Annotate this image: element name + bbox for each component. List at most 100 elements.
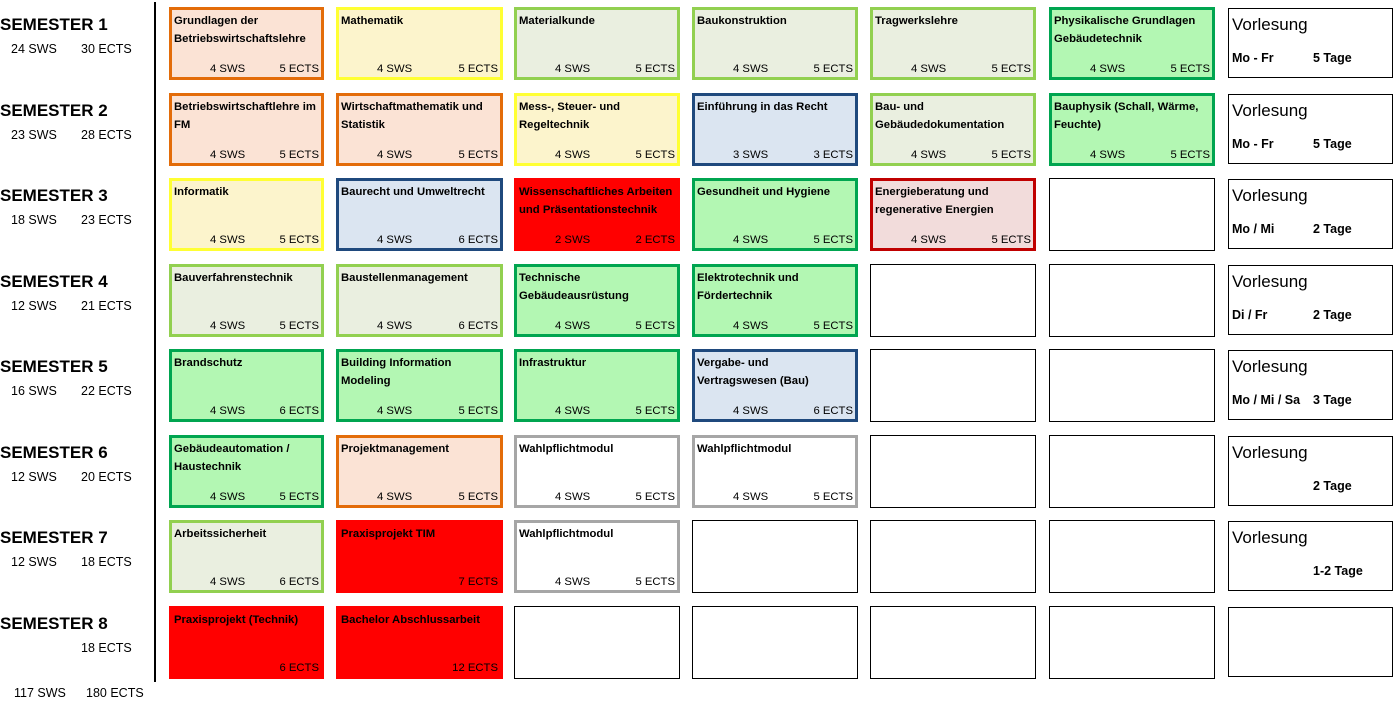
module-card: Wahlpflichtmodul 4 SWS 5 ECTS: [514, 520, 680, 593]
module-name: Betriebswirtschaftlehre im FM: [174, 100, 316, 131]
semester-title: SEMESTER 8: [0, 613, 108, 633]
semester-sws: 12 SWS: [11, 298, 57, 313]
empty-slot: [870, 349, 1036, 422]
module-name: Wirtschaftmathematik und Statistik: [341, 100, 483, 131]
module-ects: 6 ECTS: [279, 661, 319, 674]
lecture-box: Vorlesung Mo - Fr 5 Tage: [1228, 93, 1393, 164]
module-name: Gesundheit und Hygiene: [697, 186, 831, 198]
module-ects: 5 ECTS: [1170, 148, 1210, 161]
semester-sws: 24 SWS: [11, 42, 57, 56]
empty-lecture-box: [1228, 606, 1393, 677]
module-ects: 5 ECTS: [991, 148, 1031, 161]
module-ects: 3 ECTS: [813, 148, 853, 161]
empty-slot: [1049, 520, 1215, 593]
semester-label: SEMESTER 6 12 SWS 20 ECTS: [0, 443, 150, 488]
lecture-days: Mo / Mi: [1232, 222, 1275, 236]
module-sws: 4 SWS: [1090, 63, 1126, 75]
module-card: Brandschutz 4 SWS 6 ECTS: [169, 349, 324, 422]
module-ects: 5 ECTS: [279, 319, 319, 332]
lecture-box: Vorlesung 1-2 Tage: [1228, 521, 1393, 591]
module-ects: 5 ECTS: [279, 148, 319, 161]
module-sws: 4 SWS: [377, 319, 413, 332]
semester-label: SEMESTER 2 23 SWS 28 ECTS: [0, 101, 150, 146]
module-ects: 6 ECTS: [279, 576, 319, 588]
module-name: Informatik: [174, 186, 229, 198]
empty-slot: [1049, 605, 1215, 679]
lecture-day-count: 5 Tage: [1313, 136, 1352, 151]
module-card: Baukonstruktion 4 SWS 5 ECTS: [692, 7, 858, 80]
module-sws: 2 SWS: [555, 234, 591, 246]
module-ects: 6 ECTS: [458, 319, 498, 332]
module-sws: 4 SWS: [377, 148, 413, 161]
module-card: Energieberatung und regenerative Energie…: [870, 178, 1036, 251]
module-ects: 5 ECTS: [279, 63, 319, 75]
module-name: Praxisprojekt (Technik): [174, 613, 299, 626]
module-sws: 4 SWS: [377, 490, 413, 503]
module-name: Baukonstruktion: [697, 15, 787, 27]
module-card: Gebäudeautomation / Haustechnik 4 SWS 5 EC…: [169, 434, 324, 508]
module-sws: 4 SWS: [733, 490, 769, 503]
module-ects: 5 ECTS: [635, 319, 675, 332]
lecture-day-count: 2 Tage: [1313, 222, 1352, 236]
lecture-day-count: 2 Tage: [1313, 478, 1352, 493]
module-name: Vergabe- und Vertragswesen (Bau): [697, 357, 809, 387]
module-card: Bauverfahrenstechnik 4 SWS 5 ECTS: [169, 263, 324, 337]
module-ects: 7 ECTS: [458, 576, 498, 588]
module-ects: 5 ECTS: [635, 490, 675, 503]
semester-ects: 30 ECTS: [81, 42, 132, 56]
module-card: Grundlagen der Betriebswirtschaftslehre 4…: [169, 7, 324, 80]
module-sws: 4 SWS: [210, 63, 246, 75]
module-sws: 4 SWS: [555, 319, 591, 332]
module-name: Wissenschaftliches Arbeiten und Präsenta…: [519, 186, 673, 216]
lecture-days: Mo - Fr: [1232, 51, 1274, 65]
module-ects: 5 ECTS: [813, 490, 853, 503]
module-card: Tragwerkslehre 4 SWS 5 ECTS: [870, 7, 1036, 80]
lecture-box: Vorlesung Di / Fr 2 Tage: [1228, 264, 1393, 335]
empty-slot: [1049, 434, 1215, 508]
module-card: Einführung in das Recht 3 SWS 3 ECTS: [692, 92, 858, 166]
empty-slot: [692, 605, 858, 679]
module-card: Bauphysik (Schall, Wärme, Feuchte) 4 SWS 5…: [1049, 92, 1215, 166]
module-name: Bauphysik (Schall, Wärme, Feuchte): [1054, 100, 1199, 131]
semester-label: SEMESTER 3 18 SWS 23 ECTS: [0, 186, 150, 231]
module-ects: 5 ECTS: [991, 234, 1031, 246]
module-sws: 4 SWS: [377, 405, 413, 417]
semester-ects: 20 ECTS: [81, 469, 132, 484]
lecture-box: Vorlesung Mo / Mi / Sa 3 Tage: [1228, 350, 1393, 420]
module-sws: 4 SWS: [210, 576, 246, 588]
module-card: Wahlpflichtmodul 4 SWS 5 ECTS: [692, 434, 858, 508]
lecture-box: Vorlesung Mo - Fr 5 Tage: [1228, 8, 1393, 78]
empty-slot: [870, 263, 1036, 337]
module-card: Wirtschaftmathematik und Statistik 4 SWS 5…: [336, 92, 503, 166]
module-name: Energieberatung und regenerative Energie…: [875, 186, 994, 216]
semester-label: SEMESTER 5 16 SWS 22 ECTS: [0, 357, 150, 402]
empty-slot: [1049, 349, 1215, 422]
semester-sws: 23 SWS: [11, 127, 57, 142]
semester-title: SEMESTER 3: [0, 186, 108, 205]
module-card: Arbeitssicherheit 4 SWS 6 ECTS: [169, 520, 324, 593]
lecture-days: Mo - Fr: [1232, 136, 1274, 151]
semester-title: SEMESTER 1: [0, 15, 108, 34]
semester-ects: 18 ECTS: [81, 640, 132, 655]
module-ects: 2 ECTS: [635, 234, 675, 246]
lecture-day-count: 3 Tage: [1313, 393, 1352, 407]
semester-ects: 28 ECTS: [81, 127, 132, 142]
module-name: Mess-, Steuer- und Regeltechnik: [519, 100, 621, 131]
module-sws: 4 SWS: [733, 405, 769, 417]
module-card: Materialkunde 4 SWS 5 ECTS: [514, 7, 680, 80]
semester-sws: 12 SWS: [11, 555, 57, 569]
module-card: Wissenschaftliches Arbeiten und Präsenta…: [514, 178, 680, 251]
semester-ects: 21 ECTS: [81, 298, 132, 313]
module-name: Arbeitssicherheit: [174, 528, 267, 540]
module-ects: 5 ECTS: [635, 148, 675, 161]
module-ects: 5 ECTS: [458, 63, 498, 75]
module-sws: 4 SWS: [555, 576, 591, 588]
module-name: Infrastruktur: [519, 357, 587, 369]
module-ects: 5 ECTS: [1170, 63, 1210, 75]
module-sws: 4 SWS: [733, 63, 769, 75]
module-name: Mathematik: [341, 15, 404, 27]
module-ects: 5 ECTS: [458, 405, 498, 417]
module-card: Mathematik 4 SWS 5 ECTS: [336, 7, 503, 80]
lecture-day-count: 2 Tage: [1313, 307, 1352, 322]
module-card: Physikalische Grundlagen Gebäudetechnik 4…: [1049, 7, 1215, 80]
